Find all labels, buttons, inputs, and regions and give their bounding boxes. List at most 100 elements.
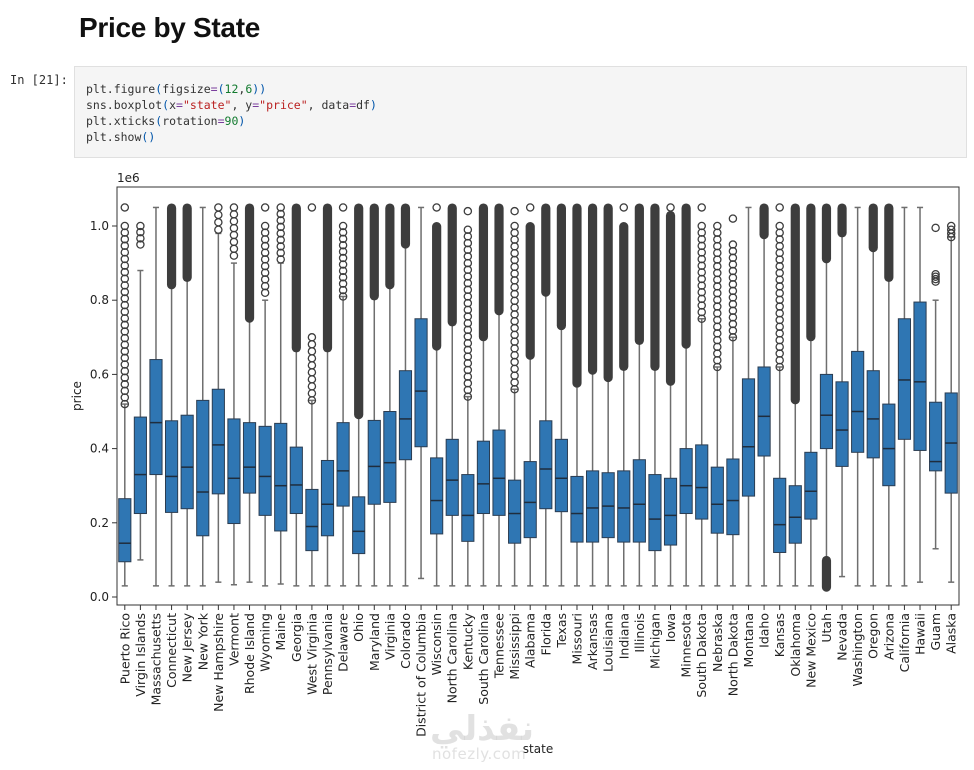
- outlier-cluster: [338, 221, 348, 231]
- x-tick-label: Nevada: [835, 613, 850, 661]
- code-token: =: [349, 98, 357, 112]
- outlier-cluster: [136, 227, 145, 237]
- iqr-box: [819, 373, 834, 450]
- iqr-box: [461, 474, 475, 542]
- outlier-cluster: [244, 203, 255, 323]
- box-group: [554, 203, 568, 587]
- outlier-cluster: [338, 240, 348, 250]
- iqr-box: [508, 479, 522, 544]
- code-token: figsize: [162, 82, 211, 96]
- box-group: [118, 203, 132, 587]
- iqr-box: [882, 403, 896, 487]
- box-group: [819, 203, 834, 592]
- outlier-cluster: [681, 203, 691, 349]
- boxplot-chart: 0.0 0.2 0.4 0.6 0.8 1.0 1e6 price state Puerto Ri…: [70, 171, 960, 756]
- code-token: , data: [307, 98, 350, 112]
- code-token: (: [155, 82, 163, 96]
- code-token: 90: [224, 114, 239, 128]
- iqr-box: [726, 458, 740, 536]
- low-outlier-cluster: [821, 555, 832, 592]
- outlier-point: [510, 206, 519, 216]
- outlier-cluster: [587, 203, 598, 375]
- box-group: [570, 203, 584, 587]
- outlier-point: [307, 203, 317, 212]
- outlier-point: [432, 203, 441, 212]
- box-group: [882, 203, 896, 587]
- iqr-box: [164, 420, 179, 513]
- outlier-cluster: [868, 203, 878, 253]
- x-tick-label: Florida: [538, 613, 553, 656]
- outlier-cluster: [634, 203, 644, 346]
- box-group: [757, 203, 771, 587]
- outlier-cluster: [276, 255, 285, 264]
- iqr-box: [414, 318, 428, 448]
- x-tick-label: Puerto Rico: [117, 613, 132, 684]
- x-tick-label: Texas: [554, 613, 569, 649]
- iqr-box: [554, 438, 568, 513]
- code-editor[interactable]: plt.figure(figsize=(12,6)) sns.boxplot(x=…: [86, 81, 377, 145]
- y-tick-label: 0.8: [90, 293, 109, 307]
- box-group: [913, 206, 927, 583]
- iqr-box: [523, 461, 537, 539]
- code-token: =: [252, 98, 260, 112]
- iqr-box: [539, 420, 553, 510]
- iqr-box: [866, 370, 880, 459]
- outlier-cluster: [432, 222, 442, 351]
- box-group: [227, 203, 241, 586]
- y-tick-label: 0.2: [90, 516, 109, 530]
- code-cell[interactable]: plt.figure(figsize=(12,6)) sns.boxplot(x=…: [74, 66, 967, 158]
- outlier-cluster: [619, 222, 629, 371]
- box-group: [336, 203, 350, 587]
- x-tick-label: Massachusetts: [148, 613, 163, 705]
- x-tick-label: North Dakota: [725, 613, 740, 696]
- iqr-box: [320, 459, 335, 537]
- box-group: [726, 214, 740, 587]
- outlier-cluster: [369, 203, 379, 301]
- outlier-cluster: [650, 203, 660, 371]
- iqr-box: [788, 485, 802, 544]
- iqr-box: [757, 366, 771, 457]
- outlier-cluster: [276, 248, 285, 258]
- iqr-box: [289, 446, 303, 515]
- x-tick-label: Virgin Islands: [133, 613, 148, 697]
- box-group: [445, 203, 459, 587]
- x-tick-label: New Jersey: [180, 612, 195, 682]
- box-group: [164, 203, 179, 587]
- box-group: [648, 203, 662, 587]
- outlier-cluster: [338, 279, 348, 288]
- outlier-cluster: [806, 203, 816, 342]
- code-token: (: [162, 98, 170, 112]
- x-tick-label: Maryland: [367, 613, 382, 671]
- y-tick-label: 0.6: [90, 367, 109, 381]
- box-group: [601, 203, 615, 587]
- x-tick-label: New Hampshire: [211, 613, 226, 712]
- box-group: [398, 203, 413, 587]
- outlier-cluster: [697, 221, 706, 231]
- code-token: , y: [231, 98, 253, 112]
- iqr-box: [913, 301, 927, 451]
- outlier-cluster: [494, 203, 504, 316]
- box-group: [258, 203, 272, 587]
- outlier-cluster: [478, 203, 489, 342]
- box-group: [835, 203, 849, 578]
- box-group: [804, 203, 818, 587]
- iqr-box: [851, 350, 865, 453]
- iqr-box: [585, 470, 600, 543]
- x-tick-label: Connecticut: [164, 613, 179, 688]
- box-group: [289, 203, 303, 587]
- outlier-cluster: [276, 222, 285, 232]
- box-group: [944, 221, 958, 583]
- iqr-box: [632, 459, 646, 543]
- x-tick-label: Montana: [741, 613, 756, 668]
- x-tick-label: Virginia: [382, 613, 397, 660]
- outlier-point: [463, 206, 473, 216]
- plot-frame: [116, 186, 960, 606]
- x-tick-label: Kentucky: [460, 612, 475, 670]
- code-token: ): [238, 114, 246, 128]
- iqr-box: [336, 422, 350, 507]
- box-group: [585, 203, 600, 587]
- outlier-cluster: [946, 225, 956, 234]
- outlier-cluster: [541, 203, 551, 297]
- outlier-point: [260, 203, 270, 212]
- x-tick-label: Iowa: [663, 613, 678, 642]
